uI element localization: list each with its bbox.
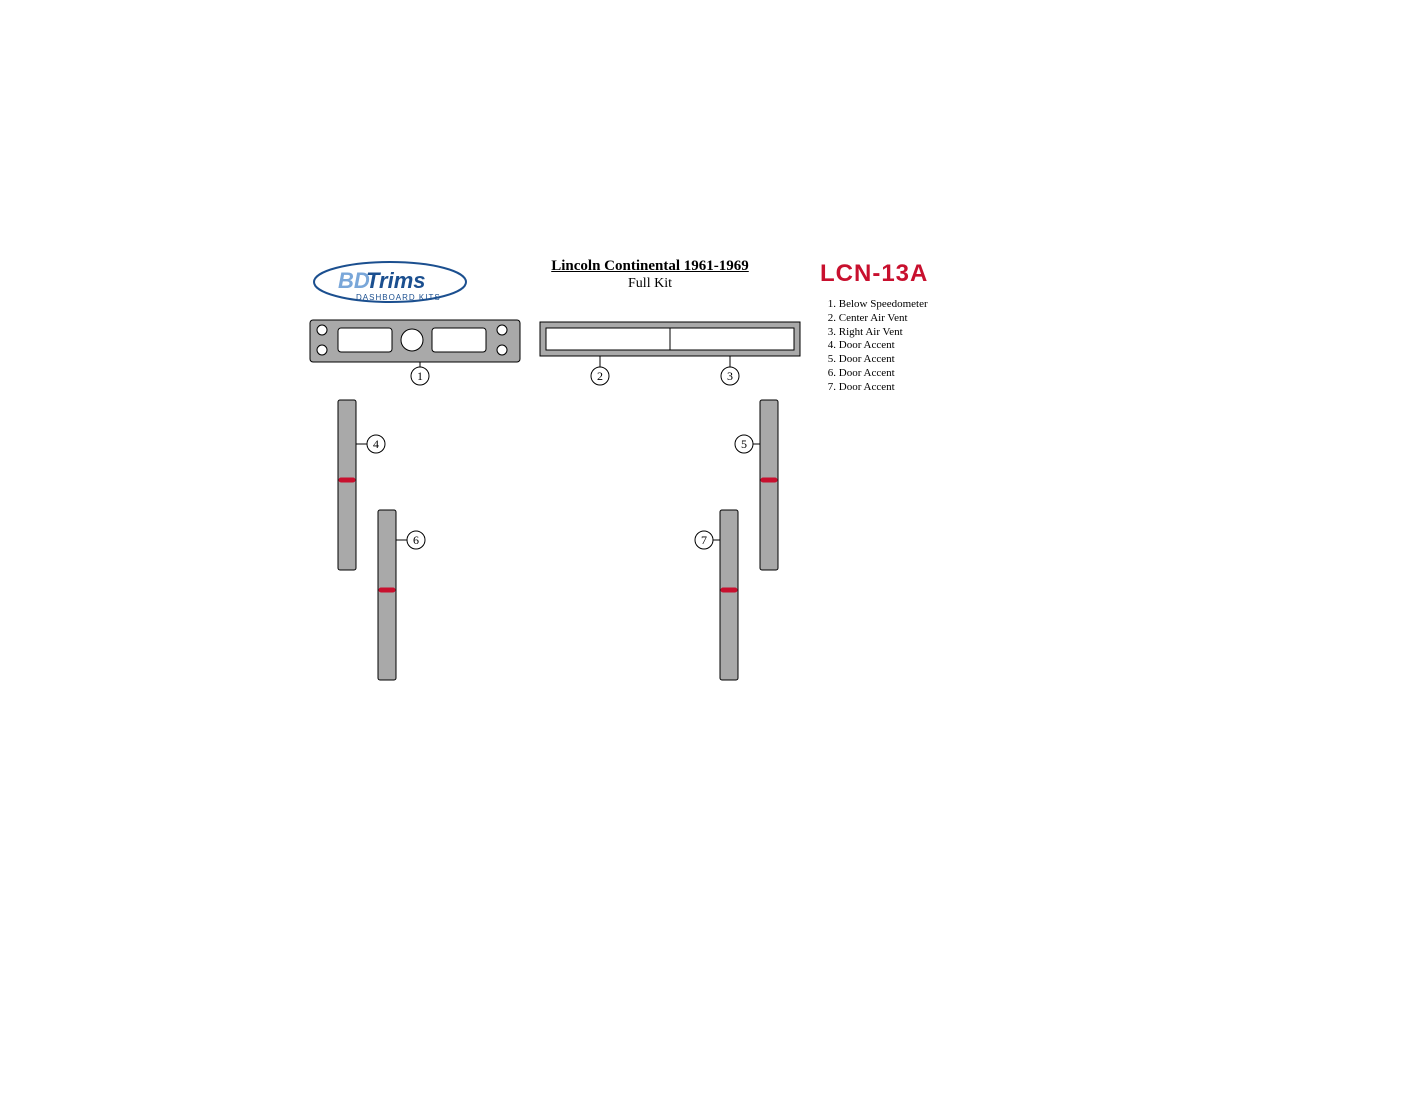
cutout: [497, 345, 507, 355]
cutout: [432, 328, 486, 352]
cutout: [317, 345, 327, 355]
part-6-door-accent: [378, 510, 396, 680]
callout-number: 4: [373, 437, 379, 451]
cutout: [317, 325, 327, 335]
accent-mark-icon: [721, 588, 737, 592]
parts-diagram: 1 2 3 4 5 6 7: [300, 250, 1120, 750]
callout-number: 7: [701, 533, 707, 547]
part-5-door-accent: [760, 400, 778, 570]
accent-mark-icon: [339, 478, 355, 482]
callout-number: 6: [413, 533, 419, 547]
kit-diagram-container: BD Trims DASHBOARD KITS Lincoln Continen…: [300, 250, 1120, 750]
cutout: [338, 328, 392, 352]
part-7-door-accent: [720, 510, 738, 680]
cutout: [401, 329, 423, 351]
callout-number: 3: [727, 369, 733, 383]
callout-number: 1: [417, 369, 423, 383]
callout-number: 5: [741, 437, 747, 451]
callout-number: 2: [597, 369, 603, 383]
accent-mark-icon: [761, 478, 777, 482]
accent-mark-icon: [379, 588, 395, 592]
part-4-door-accent: [338, 400, 356, 570]
cutout: [497, 325, 507, 335]
